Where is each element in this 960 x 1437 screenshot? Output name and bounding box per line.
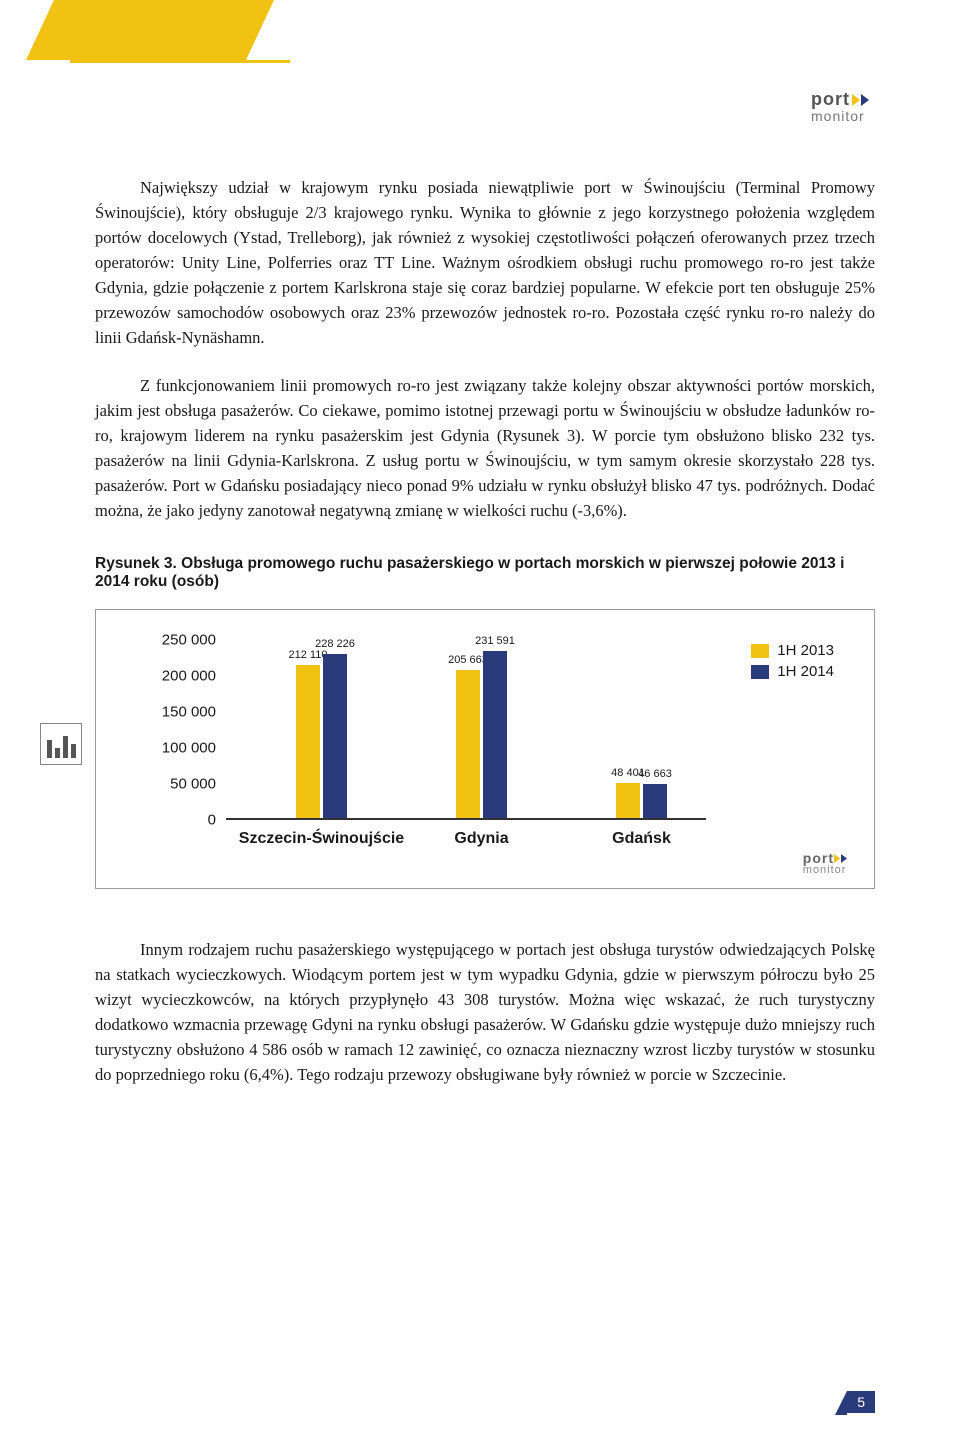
logo-text-2: monitor xyxy=(811,109,878,123)
main-content: Największy udział w krajowym rynku posia… xyxy=(95,175,875,1109)
logo-text-1: port xyxy=(811,89,850,109)
header-decoration xyxy=(26,0,274,60)
bar-value-label: 46 663 xyxy=(638,768,672,780)
bar: 212 110 xyxy=(296,665,320,818)
x-category-label: Szczecin-Świnoujście xyxy=(239,830,404,848)
bar-value-label: 231 591 xyxy=(475,635,515,647)
y-tick-label: 250 000 xyxy=(156,632,216,649)
header-underline xyxy=(70,60,290,63)
paragraph-3: Innym rodzajem ruchu pasażerskiego wystę… xyxy=(95,937,875,1087)
bar-group: 212 110228 226Szczecin-Świnoujście xyxy=(296,654,347,818)
header-logo: port monitor xyxy=(811,90,878,123)
x-category-label: Gdańsk xyxy=(612,830,671,848)
bar: 228 226 xyxy=(323,654,347,818)
chart-footer-logo: port monitor xyxy=(803,851,854,876)
y-tick-label: 50 000 xyxy=(156,776,216,793)
legend-label-2014: 1H 2014 xyxy=(777,663,834,680)
bar: 231 591 xyxy=(483,651,507,818)
y-tick-label: 0 xyxy=(156,812,216,829)
bar: 205 663 xyxy=(456,670,480,818)
y-tick-label: 100 000 xyxy=(156,740,216,757)
bar-chart: 0 50 000 100 000 150 000 200 000 250 000 212 … xyxy=(95,609,875,889)
bar: 48 401 xyxy=(616,783,640,818)
paragraph-1: Największy udział w krajowym rynku posia… xyxy=(95,175,875,351)
x-category-label: Gdynia xyxy=(454,830,508,848)
paragraph-2: Z funkcjonowaniem linii promowych ro-ro … xyxy=(95,373,875,523)
y-tick-label: 150 000 xyxy=(156,704,216,721)
legend-swatch-2013 xyxy=(751,644,769,658)
page-number: 5 xyxy=(847,1391,875,1413)
bar-chart-icon xyxy=(40,723,82,765)
bar-value-label: 205 663 xyxy=(448,654,488,666)
chart-legend: 1H 2013 1H 2014 xyxy=(751,642,834,684)
y-tick-label: 200 000 xyxy=(156,668,216,685)
bar-value-label: 228 226 xyxy=(315,638,355,650)
bar-group: 48 40146 663Gdańsk xyxy=(616,783,667,818)
legend-swatch-2014 xyxy=(751,665,769,679)
legend-label-2013: 1H 2013 xyxy=(777,642,834,659)
chevron-icon xyxy=(852,91,878,109)
chart-caption: Rysunek 3. Obsługa promowego ruchu pasaż… xyxy=(95,555,875,591)
bar-value-label: 212 110 xyxy=(289,649,328,661)
bar-group: 205 663231 591Gdynia xyxy=(456,651,507,818)
bar: 46 663 xyxy=(643,784,667,818)
